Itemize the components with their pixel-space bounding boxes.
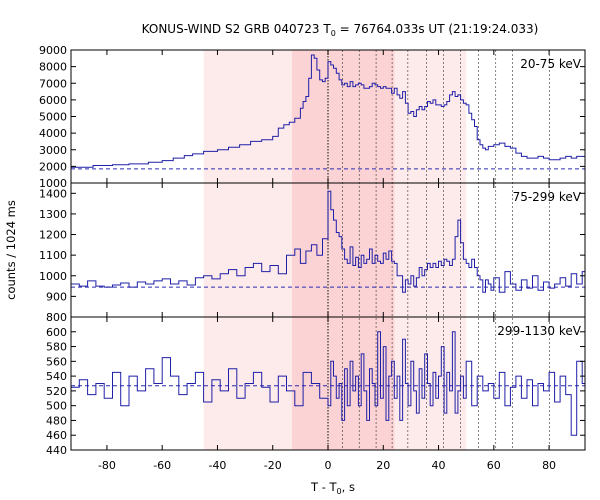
y-tick-label: 600 xyxy=(46,326,67,339)
y-tick-label: 480 xyxy=(46,414,67,427)
y-tick-label: 460 xyxy=(46,429,67,442)
light-curve-3 xyxy=(71,331,585,436)
y-tick-label: 8000 xyxy=(39,61,67,74)
x-tick-label: 0 xyxy=(325,459,332,472)
light-curve-1 xyxy=(71,54,586,168)
chart-title: KONUS-WIND S2 GRB 040723 T0 = 76764.033s… xyxy=(142,22,539,38)
x-tick-label: -60 xyxy=(153,459,171,472)
x-tick-label: 40 xyxy=(432,459,446,472)
y-tick-label: 3000 xyxy=(39,144,67,157)
x-tick-label: -20 xyxy=(264,459,282,472)
y-tick-label: 7000 xyxy=(39,77,67,90)
y-tick-label: 440 xyxy=(46,444,67,457)
y-tick-label: 1200 xyxy=(39,229,67,242)
light-curve-2 xyxy=(71,190,585,293)
y-tick-label: 5000 xyxy=(39,111,67,124)
y-tick-label: 1300 xyxy=(39,208,67,221)
y-tick-label: 500 xyxy=(46,400,67,413)
y-tick-label: 6000 xyxy=(39,94,67,107)
y-tick-label: 580 xyxy=(46,341,67,354)
y-tick-label: 1400 xyxy=(39,187,67,200)
x-tick-label: -80 xyxy=(98,459,116,472)
x-tick-label: 20 xyxy=(376,459,390,472)
y-tick-label: 4000 xyxy=(39,127,67,140)
y-tick-label: 800 xyxy=(46,311,67,324)
x-tick-label: 60 xyxy=(487,459,501,472)
y-tick-label: 1000 xyxy=(39,177,67,190)
x-tick-label: 80 xyxy=(542,459,556,472)
energy-band-label-2: 75-299 keV xyxy=(513,190,582,204)
y-tick-label: 560 xyxy=(46,355,67,368)
x-axis-label: T - T0, s xyxy=(310,480,355,496)
y-tick-label: 9000 xyxy=(39,44,67,57)
y-tick-label: 2000 xyxy=(39,160,67,173)
shaded-interval-2 xyxy=(292,50,395,450)
y-tick-label: 1000 xyxy=(39,270,67,283)
y-tick-label: 540 xyxy=(46,370,67,383)
x-tick-label: -40 xyxy=(208,459,226,472)
y-tick-label: 900 xyxy=(46,290,67,303)
y-tick-label: 520 xyxy=(46,385,67,398)
energy-band-label-3: 299-1130 keV xyxy=(497,324,581,338)
energy-band-label-1: 20-75 keV xyxy=(520,57,582,71)
plot-area: 10002000300040005000600070008000900020-7… xyxy=(39,44,586,472)
panel-frame-3 xyxy=(70,316,586,451)
y-axis-label: counts / 1024 ms xyxy=(4,200,18,300)
y-tick-label: 1100 xyxy=(39,249,67,262)
